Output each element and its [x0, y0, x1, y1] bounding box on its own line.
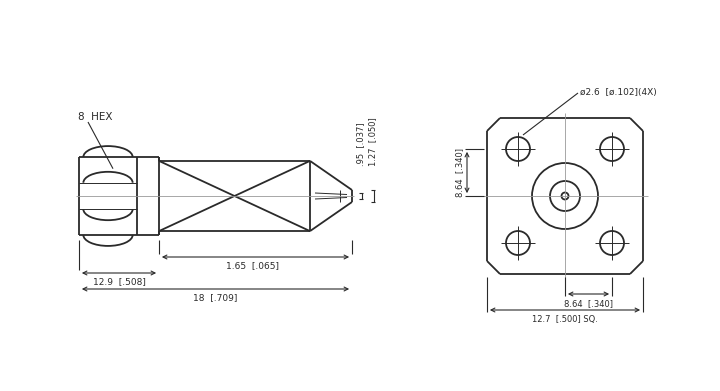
Text: 12.9  [.508]: 12.9 [.508]	[93, 277, 145, 286]
Text: 12.7  [.500] SQ.: 12.7 [.500] SQ.	[532, 315, 598, 324]
Text: 1.27  [.050]: 1.27 [.050]	[369, 117, 377, 166]
Text: 1.65  [.065]: 1.65 [.065]	[226, 261, 279, 270]
Text: .95  [.037]: .95 [.037]	[356, 122, 366, 166]
Text: 8  HEX: 8 HEX	[78, 112, 112, 122]
Text: 8.64  [.340]: 8.64 [.340]	[564, 299, 613, 308]
Text: 18  [.709]: 18 [.709]	[193, 293, 238, 302]
Text: 8.64  [.340]: 8.64 [.340]	[456, 148, 464, 197]
Text: ø2.6  [ø.102](4X): ø2.6 [ø.102](4X)	[580, 88, 657, 97]
